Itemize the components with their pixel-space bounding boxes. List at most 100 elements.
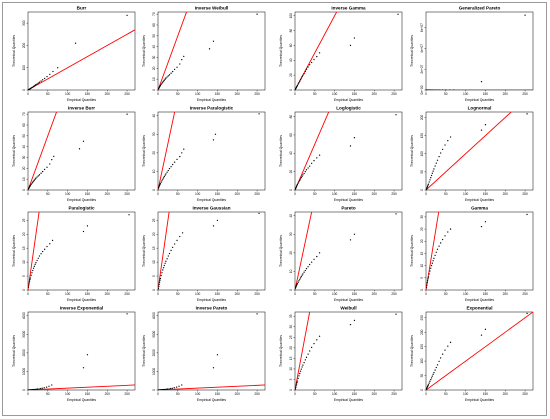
data-point (43, 387, 45, 389)
y-tick-label: 60 (22, 123, 26, 127)
data-point (33, 265, 35, 267)
x-tick-label: 0 (27, 292, 29, 296)
data-point (82, 140, 85, 142)
x-tick-label: 100 (195, 192, 201, 196)
data-point (31, 272, 33, 274)
data-point (164, 78, 166, 80)
data-point (29, 278, 31, 281)
panel-title: Gamma (471, 206, 488, 211)
y-tick-label: 40 (152, 114, 156, 118)
data-point (480, 225, 483, 228)
y-tick-label: 0 (22, 89, 26, 91)
data-point (300, 275, 302, 278)
y-tick-label: 5 (22, 275, 26, 277)
data-point (173, 68, 176, 71)
data-point (36, 259, 38, 262)
data-point (480, 81, 483, 83)
data-point (49, 243, 51, 245)
x-tick-label: 50 (46, 192, 50, 196)
data-point (34, 388, 36, 390)
x-tick-label: 0 (157, 392, 159, 396)
data-point (484, 221, 487, 223)
plot-area (28, 112, 128, 190)
data-point (438, 245, 440, 247)
data-point (181, 59, 183, 61)
y-tick-label: 10 (152, 169, 156, 173)
data-point (302, 74, 304, 76)
data-point (304, 170, 306, 173)
data-point (128, 214, 130, 216)
data-point (51, 159, 53, 161)
data-point (313, 159, 315, 162)
data-point (484, 124, 487, 126)
data-point (42, 250, 44, 253)
y-tick-label: 0 (289, 389, 293, 391)
panel-lognormal: Lognormal Empirical Quantiles Theoretical … (410, 106, 534, 202)
data-point (431, 89, 433, 90)
data-point (256, 13, 258, 15)
panel-title: Weibull (340, 306, 356, 311)
x-axis-label: Empirical Quantiles (197, 298, 227, 302)
y-tick-label: 4000 (22, 312, 26, 319)
data-point (40, 387, 42, 390)
data-point (43, 77, 46, 80)
data-point (447, 140, 449, 142)
y-tick-label: 300 (22, 20, 26, 26)
plot-area (426, 14, 533, 90)
data-point (431, 172, 433, 174)
data-point (35, 177, 37, 179)
y-tick-label: 30 (420, 215, 424, 219)
x-tick-label: 50 (444, 392, 448, 396)
data-point (299, 372, 301, 375)
data-point (158, 286, 160, 288)
data-point (428, 181, 430, 183)
data-point (439, 89, 441, 90)
data-point (216, 354, 219, 356)
data-point (167, 255, 169, 257)
y-axis-label: Theoretical Quantiles (12, 135, 16, 167)
y-axis-label: Theoretical Quantiles (279, 35, 283, 67)
y-tick-label: 15 (22, 246, 26, 250)
data-point (82, 230, 85, 233)
y-tick-label: 40 (289, 151, 293, 155)
data-point (46, 75, 48, 78)
x-tick-label: 200 (235, 292, 241, 296)
x-tick-label: 100 (195, 92, 201, 96)
y-tick-label: 30 (289, 232, 293, 236)
data-point (447, 231, 449, 233)
data-point (178, 385, 180, 387)
data-point (305, 169, 308, 171)
x-tick-label: 150 (483, 92, 489, 96)
y-tick-label: 20 (22, 166, 26, 170)
reference-line (28, 29, 135, 90)
data-point (349, 239, 352, 241)
data-point (172, 246, 174, 249)
data-point (310, 261, 313, 263)
data-point (444, 144, 446, 146)
data-point (300, 368, 302, 370)
panel-loglogistic: Loglogistic Empirical Quantiles Theoretica… (279, 106, 403, 202)
plot-border (425, 111, 534, 191)
reference-line (158, 384, 265, 390)
data-point (258, 113, 260, 115)
plot-area (295, 312, 397, 390)
plot-border (27, 311, 136, 391)
data-point (316, 339, 318, 341)
x-tick-label: 200 (372, 192, 378, 196)
data-point (349, 323, 352, 326)
data-point (438, 360, 440, 363)
panel-title: Inverse Gaussian (192, 206, 230, 211)
y-tick-label: 20 (152, 151, 156, 155)
y-tick-label: 10 (289, 367, 293, 371)
x-tick-label: 50 (313, 292, 317, 296)
data-point (449, 341, 452, 343)
data-point (296, 84, 299, 87)
x-tick-label: 150 (352, 92, 358, 96)
x-tick-label: 150 (352, 192, 358, 196)
data-point (256, 313, 258, 315)
data-point (428, 382, 430, 384)
x-tick-label: 150 (215, 292, 221, 296)
panel-title: Inverse Pareto (196, 306, 228, 311)
data-point (32, 180, 35, 182)
data-point (433, 372, 435, 374)
